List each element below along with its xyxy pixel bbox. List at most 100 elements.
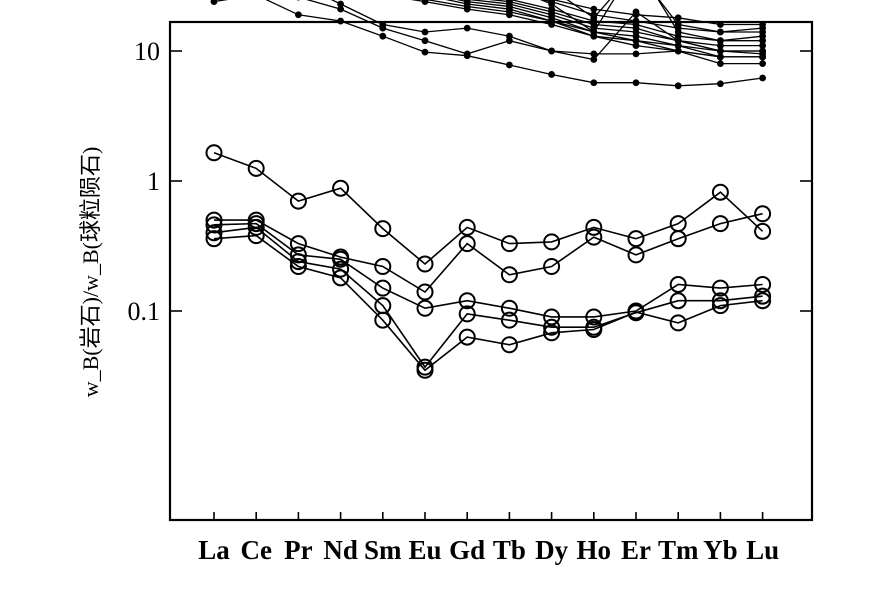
data-point-circle <box>669 230 687 248</box>
data-point-circle <box>585 218 603 236</box>
series-5 <box>566 0 766 36</box>
data-point-dot <box>674 47 682 55</box>
x-tick-label: Tb <box>493 535 526 565</box>
data-point-dot <box>717 42 724 50</box>
data-point-circle <box>247 227 265 245</box>
data-point-circle <box>500 311 518 329</box>
x-tick-label: Sm <box>364 535 402 565</box>
data-point-dot <box>717 47 724 55</box>
data-point-circle <box>458 218 476 236</box>
data-point-circle <box>500 235 518 253</box>
data-point-dot <box>421 0 429 5</box>
x-tick-label: Yb <box>703 535 738 565</box>
x-tick-label: Lu <box>746 535 779 565</box>
data-point-circle <box>416 283 434 301</box>
x-tick-label: Ho <box>577 535 612 565</box>
x-tick-label: La <box>198 535 230 565</box>
y-tick-label: 1 <box>147 167 160 196</box>
series-2 <box>540 0 766 36</box>
series-14 <box>210 0 766 90</box>
data-point-circle <box>711 215 729 233</box>
data-point-circle <box>374 311 392 329</box>
data-point-dot <box>295 11 302 19</box>
data-point-circle <box>543 318 561 336</box>
data-point-dot <box>506 11 513 19</box>
data-point-circle <box>627 303 645 321</box>
data-point-dot <box>632 79 640 87</box>
data-point-dot <box>674 42 682 50</box>
x-tick-label: Er <box>621 535 651 565</box>
series-line <box>425 0 763 58</box>
data-point-dot <box>717 28 724 36</box>
data-point-circle <box>374 257 392 275</box>
data-point-dot <box>548 71 555 78</box>
data-point-circle <box>332 260 350 278</box>
series-line <box>213 0 763 87</box>
series-19 <box>205 227 772 379</box>
data-point-circle <box>754 275 772 293</box>
data-point-circle <box>669 314 687 332</box>
series-line <box>330 0 763 61</box>
data-point-circle <box>711 297 729 315</box>
x-tick-label: Dy <box>535 535 568 565</box>
series-line <box>566 0 763 33</box>
data-point-circle <box>458 292 476 310</box>
data-point-circle <box>754 292 772 310</box>
data-point-circle <box>711 292 729 310</box>
data-point-circle <box>205 224 223 242</box>
x-tick-label: Tm <box>658 535 699 565</box>
data-point-circle <box>205 230 223 248</box>
data-point-dot <box>463 52 471 60</box>
data-point-dot <box>421 37 429 45</box>
data-point-dot <box>590 56 598 63</box>
data-point-circle <box>627 246 645 264</box>
data-point-dot <box>548 0 555 8</box>
data-point-dot <box>379 32 387 40</box>
data-point-circle <box>543 324 561 342</box>
data-point-circle <box>543 257 561 275</box>
x-tick-label: Nd <box>323 535 358 565</box>
data-point-circle <box>754 222 772 240</box>
data-point-dot <box>674 37 682 45</box>
data-point-dot <box>548 47 555 55</box>
data-point-circle <box>374 279 392 297</box>
data-point-circle <box>289 235 307 253</box>
data-point-dot <box>590 50 598 58</box>
data-point-circle <box>416 255 434 273</box>
data-point-circle <box>332 250 350 268</box>
data-point-circle <box>416 299 434 317</box>
series-15 <box>205 144 772 273</box>
series-line <box>509 0 763 42</box>
x-tick-label: Pr <box>284 535 312 565</box>
data-point-dot <box>717 80 724 88</box>
series-group <box>205 0 772 379</box>
data-point-dot <box>590 79 598 87</box>
data-point-circle <box>543 233 561 251</box>
data-point-dot <box>759 24 766 32</box>
data-point-dot <box>421 48 429 56</box>
data-point-circle <box>289 192 307 210</box>
data-point-dot <box>421 28 429 36</box>
data-point-circle <box>754 287 772 305</box>
data-point-dot <box>463 24 471 32</box>
data-point-circle <box>585 308 603 326</box>
data-point-dot <box>590 32 598 40</box>
series-line <box>551 0 763 26</box>
data-point-circle <box>500 266 518 284</box>
series-line <box>467 0 763 52</box>
data-point-dot <box>717 37 724 45</box>
data-point-circle <box>458 305 476 323</box>
data-point-circle <box>205 144 223 162</box>
data-point-circle <box>669 275 687 293</box>
series-line <box>410 0 763 65</box>
data-point-circle <box>289 257 307 275</box>
data-point-dot <box>590 5 598 13</box>
plot-frame <box>168 20 814 522</box>
data-point-dot <box>632 42 640 50</box>
series-13 <box>296 0 766 61</box>
data-point-dot <box>337 0 344 8</box>
x-tick-label: Ce <box>240 535 271 565</box>
data-point-dot <box>759 42 766 50</box>
data-point-circle <box>416 361 434 379</box>
